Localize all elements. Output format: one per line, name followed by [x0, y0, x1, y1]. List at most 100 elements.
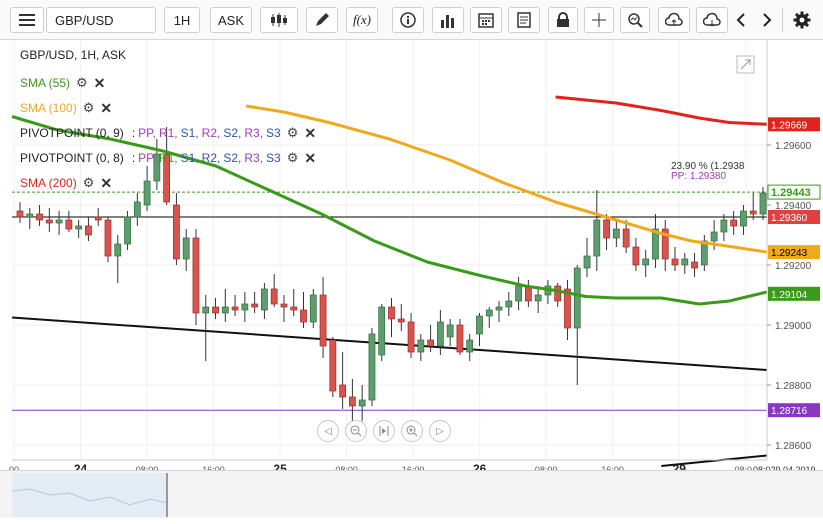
- scroll-left-icon[interactable]: ◁: [317, 420, 339, 442]
- candle-body: [749, 210, 757, 215]
- hamburger-menu-icon[interactable]: [10, 7, 44, 33]
- price-badge-label: 1.29669: [771, 120, 808, 131]
- pivot2-level-r2: R2,: [201, 151, 221, 165]
- trendline2[interactable]: [661, 454, 768, 467]
- price-badge: 1.29243: [768, 245, 820, 260]
- info-icon[interactable]: [392, 7, 424, 33]
- candle-type-icon: [271, 13, 287, 27]
- interval-selector[interactable]: 1H: [164, 7, 200, 33]
- gear-icon[interactable]: ⚙: [76, 75, 88, 90]
- price-badge: 1.29360: [768, 210, 820, 224]
- pivot1-level-s1: S1,: [180, 126, 199, 140]
- candle-body: [26, 213, 34, 218]
- arrow-left-icon[interactable]: [730, 7, 752, 33]
- draw-pencil-icon[interactable]: [306, 7, 338, 33]
- gear-icon[interactable]: ⚙: [82, 175, 95, 190]
- overview-navigator[interactable]: [0, 470, 823, 518]
- candle-body: [55, 219, 63, 224]
- close-icon[interactable]: ✕: [100, 99, 113, 116]
- price-badge-label: 1.28716: [771, 406, 808, 417]
- plot-area: [12, 40, 767, 470]
- reset-view-icon[interactable]: [373, 420, 395, 442]
- scroll-right-icon[interactable]: ▷: [429, 420, 451, 442]
- draw-pencil-icon: [316, 13, 329, 26]
- price-chart[interactable]: 1.29600 1.29400 1.29200 1.29000 1.28800 1.286…: [0, 40, 823, 470]
- zoom-out-icon: [350, 425, 362, 437]
- arrow-left-icon: [736, 13, 745, 27]
- arrow-right-icon[interactable]: [756, 7, 778, 33]
- overview-window[interactable]: [12, 473, 167, 517]
- sma55-line: [11, 115, 768, 306]
- function-fx-icon[interactable]: f(x): [346, 7, 378, 33]
- price-type-selector[interactable]: ASK: [210, 7, 252, 33]
- candle-body: [270, 288, 278, 305]
- gear-icon[interactable]: ⚙: [82, 100, 95, 115]
- candle-body: [564, 288, 571, 329]
- candle-body: [261, 288, 268, 311]
- crosshair-icon[interactable]: [584, 7, 614, 33]
- candle-body: [593, 219, 601, 257]
- candle-body: [681, 258, 689, 266]
- candle-body: [407, 321, 415, 353]
- x-tick-label: 29: [673, 462, 687, 470]
- candle-body: [221, 306, 229, 314]
- price-badge-bg: [768, 403, 820, 418]
- news-icon[interactable]: [508, 7, 540, 33]
- candle-type-icon[interactable]: [260, 7, 298, 33]
- candle-body: [661, 228, 669, 260]
- candle-body: [417, 339, 425, 353]
- close-icon[interactable]: ✕: [100, 174, 113, 191]
- candle-body: [202, 306, 210, 314]
- zoom-out-icon[interactable]: [345, 420, 367, 442]
- lock-icon[interactable]: [548, 7, 578, 33]
- price-badge: 1.29669: [768, 117, 820, 132]
- indicators-bars-icon[interactable]: [432, 7, 464, 33]
- zoom-in-icon[interactable]: [401, 420, 423, 442]
- candle-body: [642, 258, 650, 266]
- candle-body: [104, 219, 112, 257]
- gear-icon[interactable]: ⚙: [286, 125, 299, 140]
- y-tick-label: 1.29400: [775, 201, 812, 212]
- candle-body: [368, 333, 376, 401]
- candle-body: [554, 285, 562, 302]
- candle-body: [241, 303, 249, 311]
- candle-body: [290, 306, 298, 311]
- candle-body: [388, 306, 395, 320]
- price-badge-label: 1.29360: [771, 213, 808, 224]
- candle-body: [153, 153, 161, 182]
- legend-pivot2-sep: :: [131, 151, 136, 165]
- candle-body: [329, 339, 337, 392]
- y-tick-label: 1.29200: [775, 261, 812, 272]
- x-tick-label: 26: [473, 462, 487, 470]
- price-badge-label: 1.29243: [771, 248, 808, 259]
- close-icon[interactable]: ✕: [304, 149, 317, 166]
- candle-body: [339, 384, 346, 398]
- calendar-icon[interactable]: [470, 7, 502, 33]
- price-badge: 1.29443: [767, 184, 821, 200]
- popout-icon: [740, 59, 752, 70]
- chart-navigation: ◁ ▷: [317, 420, 451, 444]
- legend-pivot1-label: PIVOTPOINT (0, 9): [20, 126, 124, 140]
- close-icon[interactable]: ✕: [304, 124, 317, 141]
- symbol-selector[interactable]: GBP/USD: [46, 7, 156, 33]
- pivot2-level-s3: S3: [266, 151, 281, 165]
- legend-sma100-label: SMA (100): [20, 101, 77, 115]
- close-icon[interactable]: ✕: [93, 74, 106, 91]
- legend-pivot1-sep: :: [131, 126, 136, 140]
- candle-body: [182, 237, 190, 260]
- candle-body: [75, 225, 83, 230]
- settings-gear-icon[interactable]: [788, 7, 816, 33]
- gear-icon[interactable]: ⚙: [286, 150, 299, 165]
- chart-popout-icon[interactable]: [736, 55, 755, 74]
- trendline1[interactable]: [11, 316, 768, 371]
- candle-body: [515, 285, 522, 302]
- candle-body: [505, 300, 513, 308]
- candle-body: [485, 309, 493, 317]
- candle-body: [446, 324, 454, 338]
- download-cloud-icon[interactable]: [696, 7, 728, 33]
- upload-cloud-icon[interactable]: [658, 7, 690, 33]
- candle-body: [114, 243, 122, 257]
- zoom-icon[interactable]: [620, 7, 650, 33]
- candle-body: [358, 399, 366, 407]
- candle-body: [16, 210, 24, 218]
